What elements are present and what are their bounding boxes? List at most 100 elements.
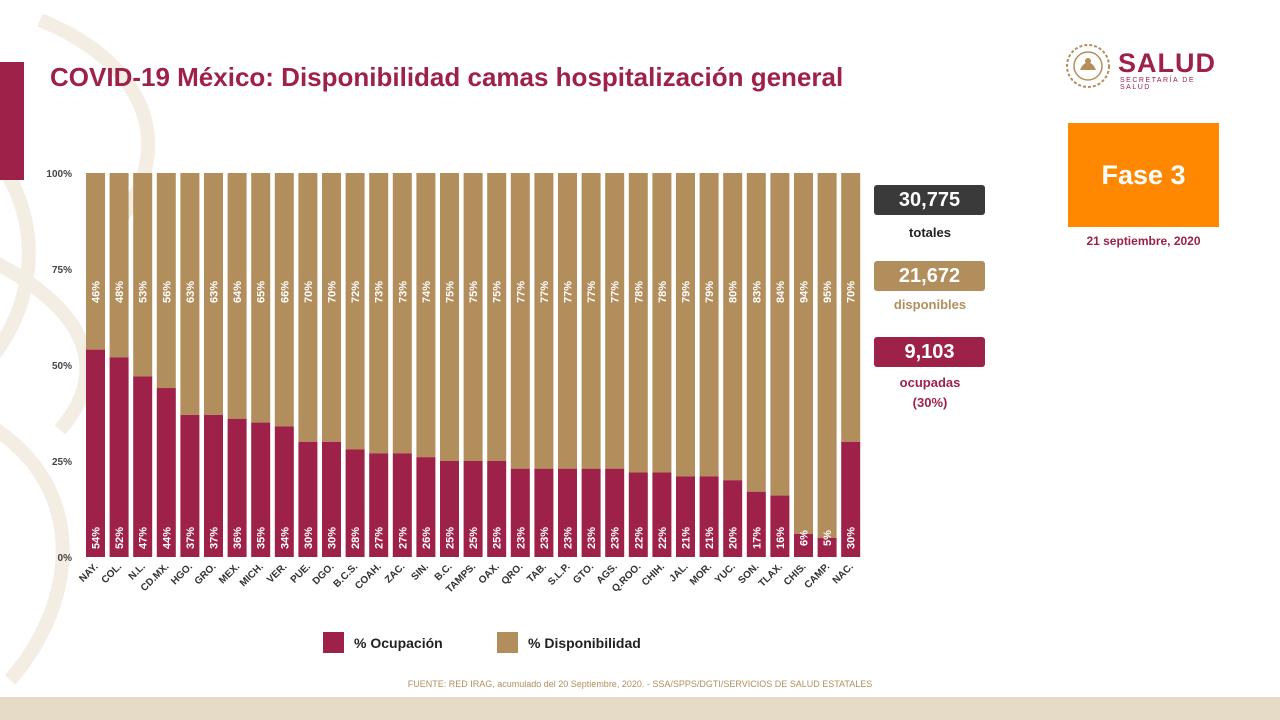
data-label-availability: 75% — [468, 281, 480, 303]
x-tick-label: ZAC. — [383, 561, 407, 585]
data-label-occupancy: 30% — [327, 527, 339, 549]
data-label-availability: 72% — [350, 281, 362, 303]
logo-wordmark: SALUD — [1118, 48, 1216, 78]
data-label-availability: 75% — [492, 281, 504, 303]
x-tick-label: MOR. — [688, 561, 714, 587]
available-beds-box: 21,672 — [874, 261, 985, 291]
data-label-occupancy: 26% — [421, 527, 433, 549]
bar-occupancy — [274, 426, 294, 557]
y-tick-label: 0% — [58, 553, 73, 564]
bar-availability — [463, 173, 483, 461]
national-emblem-icon — [1066, 44, 1110, 88]
bar-availability — [204, 173, 223, 415]
bar-occupancy — [534, 468, 554, 557]
bar-availability — [746, 173, 766, 492]
x-tick-label: TAB. — [525, 561, 549, 585]
data-label-availability: 75% — [445, 281, 457, 303]
x-tick-label: QRO. — [500, 561, 526, 587]
data-label-availability: 74% — [421, 281, 433, 303]
data-label-occupancy: 23% — [563, 527, 575, 549]
total-beds-caption: totales — [909, 225, 951, 240]
data-label-availability: 77% — [610, 281, 622, 303]
bar-occupancy — [723, 480, 743, 557]
bar-occupancy — [770, 495, 790, 557]
bar-availability — [794, 173, 813, 534]
data-label-availability: 94% — [799, 281, 811, 303]
bar-availability — [817, 173, 837, 538]
data-label-occupancy: 6% — [799, 530, 811, 546]
x-tick-label: CAMP. — [803, 561, 833, 591]
data-label-availability: 73% — [397, 281, 409, 303]
data-label-availability: 83% — [751, 281, 763, 303]
phase-badge: Fase 3 — [1068, 123, 1219, 227]
data-label-availability: 53% — [138, 281, 150, 303]
data-label-occupancy: 21% — [704, 527, 716, 549]
bar-availability — [345, 173, 365, 450]
data-label-availability: 56% — [161, 281, 173, 303]
data-label-availability: 73% — [374, 281, 386, 303]
x-tick-label: GTO. — [571, 561, 596, 586]
data-label-availability: 77% — [539, 281, 551, 303]
data-label-occupancy: 27% — [374, 527, 386, 549]
x-tick-label: NAY. — [77, 561, 100, 584]
x-tick-label: VER. — [265, 561, 289, 585]
legend-label-occupancy: % Ocupación — [354, 634, 443, 651]
x-tick-label: PUE. — [289, 561, 313, 585]
data-label-availability: 77% — [586, 281, 598, 303]
occupied-beds-box: 9,103 — [874, 337, 985, 367]
data-label-occupancy: 27% — [397, 527, 409, 549]
data-label-availability: 78% — [633, 281, 645, 303]
y-tick-label: 50% — [52, 361, 72, 372]
bar-availability — [723, 173, 743, 481]
bar-occupancy — [322, 441, 341, 557]
bar-occupancy — [628, 472, 648, 557]
bar-availability — [534, 173, 554, 469]
bar-occupancy — [369, 453, 389, 557]
data-label-availability: 70% — [327, 281, 339, 303]
bar-occupancy — [699, 476, 719, 557]
bar-availability — [770, 173, 790, 496]
x-tick-label: S.L.P. — [546, 561, 573, 588]
bar-availability — [322, 173, 341, 442]
data-label-occupancy: 44% — [161, 527, 173, 549]
x-tick-label: HGO. — [169, 561, 195, 587]
bar-availability — [369, 173, 389, 454]
x-tick-label: OAX. — [477, 561, 502, 586]
data-label-occupancy: 36% — [232, 527, 244, 549]
data-label-availability: 77% — [515, 281, 527, 303]
y-tick-label: 100% — [46, 169, 72, 180]
phase-label: Fase 3 — [1101, 159, 1186, 190]
total-beds-box: 30,775 — [874, 185, 985, 215]
legend-swatch-availability — [497, 632, 518, 653]
bar-availability — [699, 173, 719, 477]
bar-availability — [227, 173, 247, 419]
bar-occupancy — [794, 533, 813, 557]
data-label-occupancy: 23% — [539, 527, 551, 549]
data-label-availability: 79% — [704, 281, 716, 303]
bar-occupancy — [605, 468, 625, 557]
bar-availability — [133, 173, 153, 377]
data-label-occupancy: 22% — [633, 527, 645, 549]
data-label-availability: 66% — [279, 281, 291, 303]
bar-availability — [510, 173, 530, 469]
bar-availability — [440, 173, 459, 461]
data-label-availability: 48% — [114, 281, 126, 303]
bar-occupancy — [652, 472, 672, 557]
bar-availability — [676, 173, 695, 477]
data-label-availability: 70% — [303, 281, 315, 303]
bar-occupancy — [558, 468, 577, 557]
data-label-occupancy: 35% — [256, 527, 268, 549]
data-label-occupancy: 23% — [515, 527, 527, 549]
data-label-availability: 46% — [91, 281, 103, 303]
data-label-occupancy: 37% — [185, 527, 197, 549]
data-label-occupancy: 5% — [822, 530, 834, 546]
bar-availability — [487, 173, 507, 461]
data-label-occupancy: 30% — [303, 527, 315, 549]
data-label-availability: 84% — [775, 281, 787, 303]
bar-occupancy — [392, 453, 412, 557]
bar-occupancy — [156, 388, 176, 557]
x-tick-label: YUC. — [713, 561, 738, 586]
data-label-occupancy: 54% — [91, 527, 103, 549]
data-label-occupancy: 25% — [492, 527, 504, 549]
